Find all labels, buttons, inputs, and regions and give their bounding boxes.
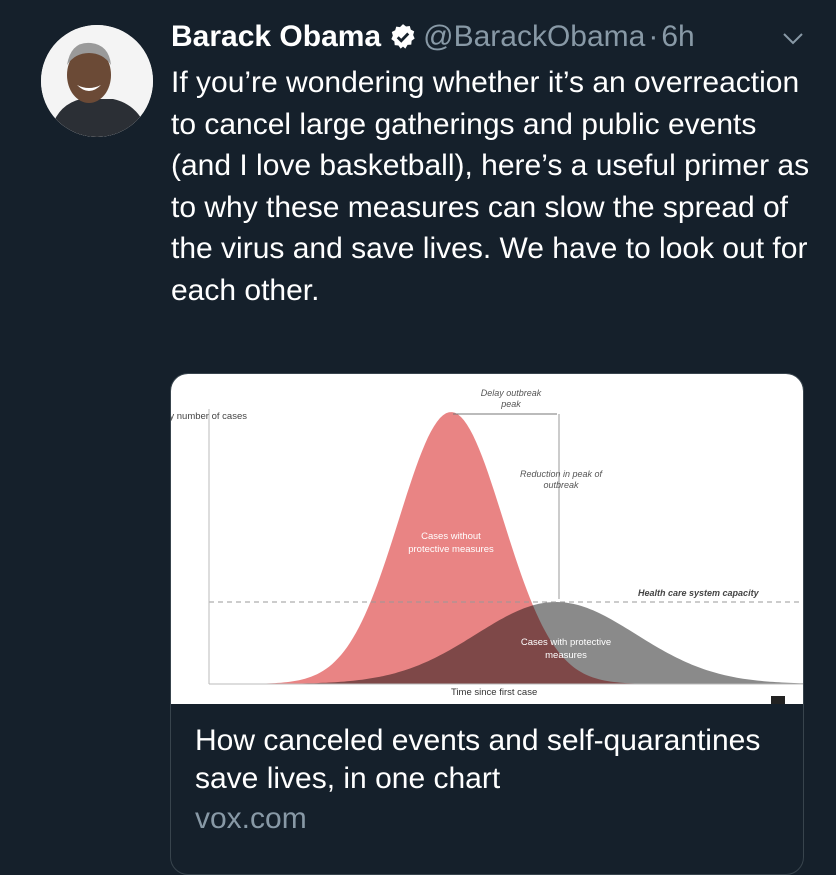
author-name[interactable]: Barack Obama [171, 20, 382, 53]
with-measures-label: Cases with protective measures [520, 637, 612, 661]
capacity-annotation: Health care system capacity [638, 588, 759, 598]
vox-logo [771, 696, 785, 704]
reduction-annotation: Reduction in peak of outbreak [519, 469, 603, 490]
tweet-header: Barack Obama @BarackObama · 6h [171, 20, 695, 54]
x-axis-label: Time since first case [451, 687, 538, 698]
card-title[interactable]: How canceled events and self-quarantines… [195, 724, 761, 795]
author-handle[interactable]: @BarackObama [423, 20, 646, 53]
card-domain: vox.com [195, 802, 307, 835]
chevron-down-icon[interactable] [778, 24, 808, 54]
avatar[interactable] [41, 25, 153, 137]
without-measures-label: Cases without protective measures [408, 531, 494, 555]
timestamp[interactable]: 6h [661, 20, 695, 53]
without-measures-curve [209, 412, 803, 684]
tweet-text: If you’re wondering whether it’s an over… [171, 66, 810, 307]
separator: · [648, 20, 659, 53]
delay-annotation: Delay outbreak peak [480, 388, 542, 409]
chart-image: Daily number of cases Time since first c… [171, 374, 803, 704]
verified-badge-icon [391, 24, 415, 49]
chart-svg [208, 409, 803, 704]
avatar-photo [41, 25, 153, 137]
link-card[interactable]: Daily number of cases Time since first c… [170, 373, 804, 875]
y-axis-label: Daily number of cases [171, 411, 247, 422]
